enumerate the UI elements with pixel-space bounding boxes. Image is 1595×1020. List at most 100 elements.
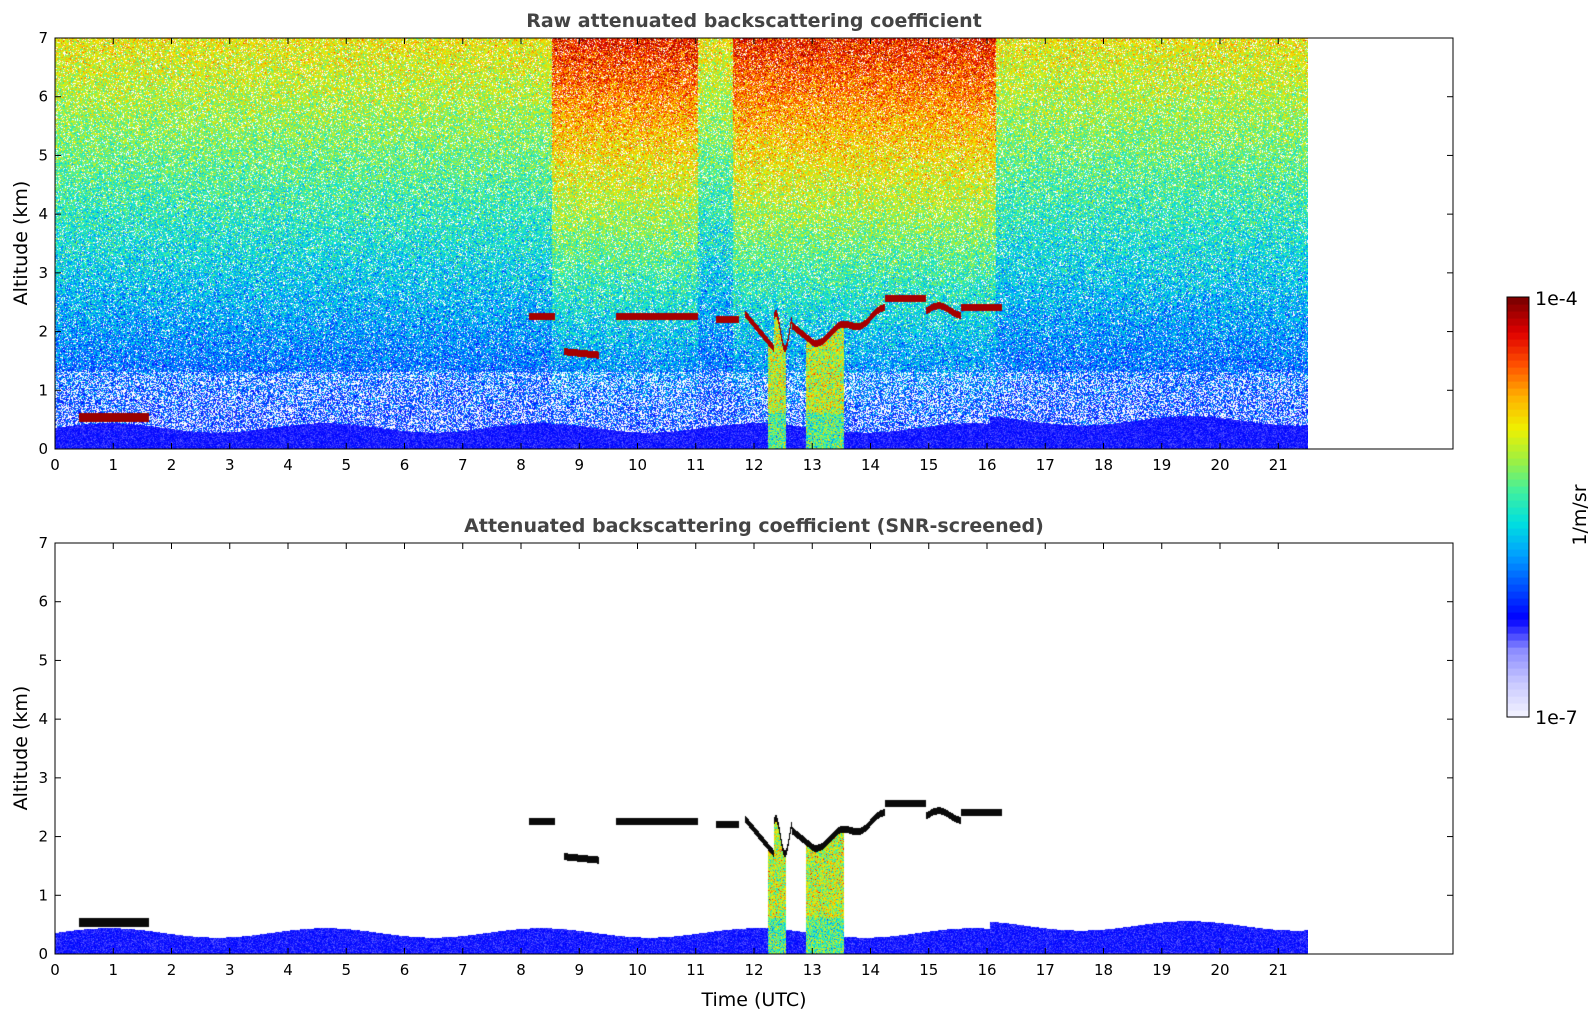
colorbar-step [1507,563,1529,571]
colorbar-step [1507,458,1529,466]
y-tick-label: 0 [38,945,48,963]
x-tick-label: 7 [458,456,468,474]
x-tick-label: 16 [977,456,996,474]
x-tick-label: 11 [686,961,705,979]
x-tick-label: 1 [108,961,118,979]
x-tick-label: 7 [458,961,468,979]
y-tick-label: 3 [38,769,48,787]
y-tick-label: 7 [38,534,48,552]
colorbar-step [1507,381,1529,389]
y-tick-label: 1 [38,381,48,399]
colorbar-step [1507,416,1529,424]
y-tick-label: 6 [38,593,48,611]
colorbar-step [1507,703,1529,711]
colorbar-step [1507,486,1529,494]
colorbar-step [1507,542,1529,550]
colorbar-step [1507,360,1529,368]
colorbar-step [1507,465,1529,473]
panel-screened-title: Attenuated backscattering coefficient (S… [464,515,1044,537]
colorbar-step [1507,346,1529,354]
y-tick-label: 6 [38,88,48,106]
panel-screened-heatmap [55,543,1308,954]
x-tick-label: 3 [225,961,235,979]
colorbar-step [1507,353,1529,361]
x-tick-label: 8 [516,961,526,979]
x-tick-label: 19 [1152,456,1171,474]
panel-screened: Attenuated backscattering coefficient (S… [10,515,1454,1011]
x-tick-label: 17 [1036,456,1055,474]
colorbar-step [1507,402,1529,410]
colorbar-step [1507,430,1529,438]
colorbar-frame [1506,296,1530,718]
panel-raw-ylabel: Altitude (km) [10,181,32,306]
colorbar-step [1507,374,1529,382]
colorbar-step [1507,682,1529,690]
colorbar-step [1507,549,1529,557]
y-tick-label: 1 [38,886,48,904]
y-tick-label: 4 [38,710,48,728]
colorbar-step [1507,591,1529,599]
x-tick-label: 17 [1036,961,1055,979]
colorbar-step [1507,556,1529,564]
colorbar-step [1507,675,1529,683]
colorbar: 1e-4 1e-7 1/m/sr [1506,288,1591,729]
colorbar-step [1507,507,1529,515]
y-tick-label: 2 [38,323,48,341]
x-tick-label: 9 [574,961,584,979]
colorbar-step [1507,654,1529,662]
colorbar-step [1507,696,1529,704]
panel-screened-xticks: 0 1 2 3 4 5 6 7 8 9 10 11 12 13 14 15 16 17 18 19 20 21 [50,543,1288,979]
x-tick-label: 6 [400,456,410,474]
colorbar-step [1507,479,1529,487]
panel-raw-xticks: 0 1 2 3 4 5 6 7 8 9 10 11 12 13 14 15 16 17 18 19 20 21 [50,38,1288,474]
colorbar-step [1507,500,1529,508]
x-tick-label: 10 [628,961,647,979]
panel-raw: Raw attenuated backscattering coefficien… [10,10,1454,474]
x-tick-label: 19 [1152,961,1171,979]
colorbar-step [1507,528,1529,536]
x-tick-label: 9 [574,456,584,474]
colorbar-step [1507,577,1529,585]
colorbar-step [1507,437,1529,445]
colorbar-max-label: 1e-4 [1535,288,1578,310]
colorbar-step [1507,619,1529,627]
colorbar-step [1507,521,1529,529]
y-tick-label: 0 [38,440,48,458]
colorbar-min-label: 1e-7 [1535,707,1578,729]
colorbar-step [1507,661,1529,669]
panel-raw-heatmap [55,38,1308,449]
colorbar-step [1507,444,1529,452]
x-tick-label: 18 [1094,456,1113,474]
x-tick-label: 21 [1269,456,1288,474]
x-tick-label: 18 [1094,961,1113,979]
x-tick-label: 13 [803,961,822,979]
x-tick-label: 4 [283,961,293,979]
colorbar-step [1507,304,1529,312]
colorbar-step [1507,535,1529,543]
x-tick-label: 5 [341,961,351,979]
colorbar-gradient [1507,297,1529,718]
colorbar-step [1507,297,1529,305]
colorbar-step [1507,612,1529,620]
colorbar-step [1507,451,1529,459]
x-tick-label: 13 [803,456,822,474]
colorbar-step [1507,668,1529,676]
x-tick-label: 2 [167,456,177,474]
x-tick-label: 12 [744,456,763,474]
colorbar-step [1507,640,1529,648]
colorbar-step [1507,409,1529,417]
x-tick-label: 14 [861,456,880,474]
x-tick-label: 5 [341,456,351,474]
colorbar-step [1507,325,1529,333]
panel-screened-yticks: 0 1 2 3 4 5 6 7 [38,534,1453,963]
colorbar-step [1507,332,1529,340]
colorbar-step [1507,318,1529,326]
x-tick-label: 0 [50,456,60,474]
x-tick-label: 4 [283,456,293,474]
colorbar-step [1507,339,1529,347]
colorbar-unit-label: 1/m/sr [1569,484,1591,545]
y-tick-label: 3 [38,264,48,282]
colorbar-step [1507,647,1529,655]
x-tick-label: 11 [686,456,705,474]
colorbar-step [1507,423,1529,431]
